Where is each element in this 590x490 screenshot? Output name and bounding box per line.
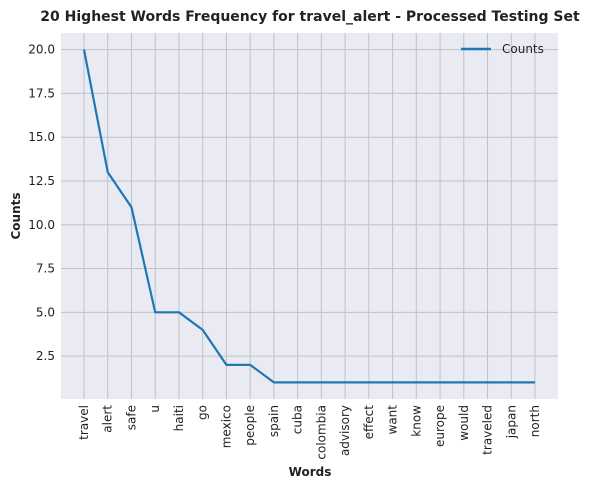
y-tick-label: 10.0 — [28, 218, 55, 232]
x-tick-label: colombia — [314, 405, 328, 460]
x-tick-label: traveled — [481, 405, 495, 455]
y-tick-label: 20.0 — [28, 43, 55, 57]
y-tick-label: 17.5 — [28, 86, 55, 100]
x-tick-label: u — [148, 405, 162, 413]
y-tick-label: 2.5 — [36, 349, 55, 363]
x-tick-label: europe — [433, 405, 447, 447]
chart-title: 20 Highest Words Frequency for travel_al… — [40, 9, 580, 25]
grid-lines — [61, 33, 558, 399]
x-tick-label: effect — [362, 405, 376, 440]
x-tick-label: japan — [504, 405, 518, 439]
x-axis-label: Words — [289, 465, 332, 479]
x-tick-label: north — [528, 405, 542, 437]
x-tick-label: people — [243, 405, 257, 446]
x-tick-label: cuba — [291, 405, 305, 434]
y-ticks: 2.5 5.0 7.5 10.0 12.5 15.0 17.5 20.0 — [28, 43, 55, 363]
plot-area — [61, 33, 558, 399]
x-tick-label: haiti — [172, 405, 186, 431]
x-tick-label: want — [386, 405, 400, 435]
y-tick-label: 7.5 — [36, 262, 55, 276]
y-tick-label: 12.5 — [28, 174, 55, 188]
x-tick-label: travel — [77, 405, 91, 440]
x-tick-label: safe — [124, 405, 138, 430]
y-tick-label: 5.0 — [36, 305, 55, 319]
legend: Counts — [461, 42, 544, 56]
legend-label-counts: Counts — [502, 42, 544, 56]
x-tick-label: alert — [101, 405, 115, 433]
y-axis-label: Counts — [9, 192, 23, 239]
x-tick-label: go — [196, 405, 210, 420]
x-tick-label: spain — [267, 405, 281, 437]
x-tick-label: mexico — [219, 405, 233, 448]
x-tick-label: would — [457, 405, 471, 441]
y-tick-label: 15.0 — [28, 130, 55, 144]
x-tick-label: know — [409, 405, 423, 437]
x-tick-label: advisory — [338, 405, 352, 456]
x-ticks: travel alert safe u haiti go mexico people spain… — [77, 405, 542, 460]
series-line-counts — [82, 49, 535, 384]
